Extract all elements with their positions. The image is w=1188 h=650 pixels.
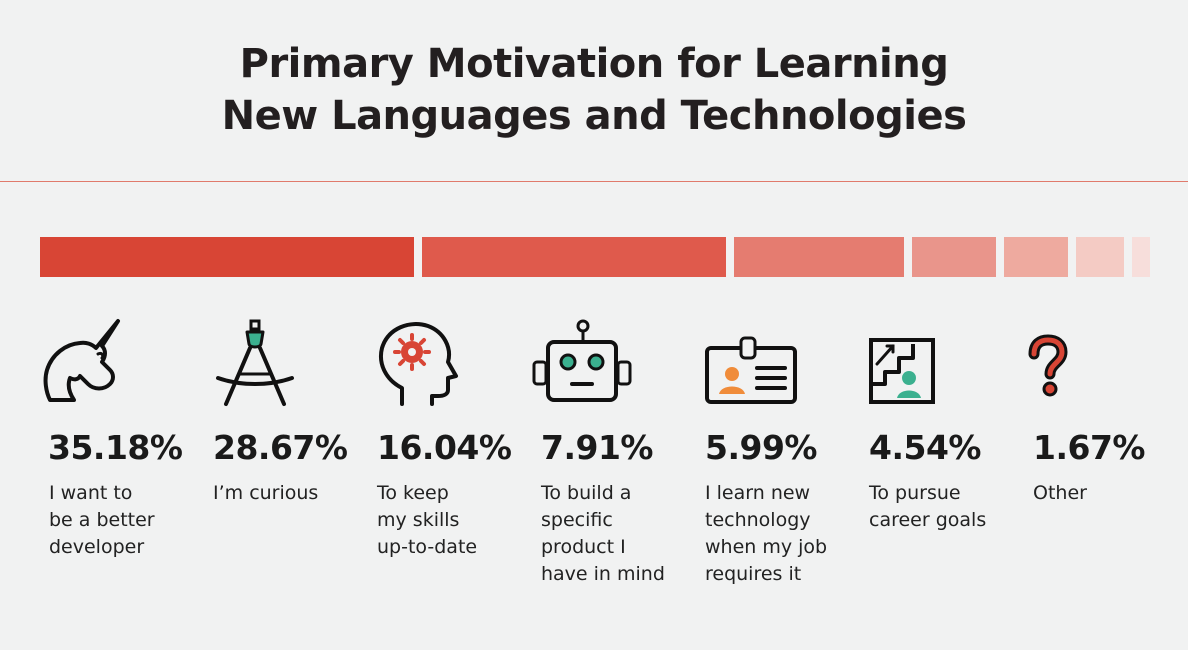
value-job-requires: 5.99% <box>705 428 818 467</box>
label-line: I’m curious <box>213 482 319 504</box>
bar-segment-1 <box>40 237 414 277</box>
robot-icon <box>532 318 632 408</box>
value-better-developer: 35.18% <box>48 428 183 467</box>
label-line: developer <box>49 536 145 558</box>
label-career-goals: To pursue career goals <box>869 480 1019 534</box>
label-line: To pursue <box>869 482 961 504</box>
label-line: be a better <box>49 509 155 531</box>
unicorn-icon <box>40 318 130 408</box>
label-line: Other <box>1033 482 1087 504</box>
value-curious: 28.67% <box>213 428 348 467</box>
label-job-requires: I learn new technology when my job requi… <box>705 480 855 588</box>
label-curious: I’m curious <box>213 480 363 507</box>
career-stairs-icon <box>867 318 957 408</box>
question-mark-icon <box>1012 318 1102 408</box>
label-better-developer: I want to be a better developer <box>49 480 199 561</box>
title-divider <box>0 181 1188 182</box>
chart-title-line-2: New Languages and Technologies <box>221 93 967 139</box>
label-line: To keep <box>377 482 449 504</box>
id-badge-icon <box>705 318 797 408</box>
label-line: To build a <box>541 482 632 504</box>
label-line: I want to <box>49 482 133 504</box>
value-other: 1.67% <box>1033 428 1146 467</box>
value-skills-up-to-date: 16.04% <box>377 428 512 467</box>
label-specific-product: To build a specific product I have in mi… <box>541 480 691 588</box>
bar-segment-7 <box>1132 237 1150 277</box>
label-skills-up-to-date: To keep my skills up-to-date <box>377 480 527 561</box>
label-line: have in mind <box>541 563 665 585</box>
label-line: requires it <box>705 563 802 585</box>
stacked-bar <box>40 237 1150 277</box>
label-other: Other <box>1033 480 1183 507</box>
label-line: technology <box>705 509 811 531</box>
label-line: product I <box>541 536 626 558</box>
label-line: my skills <box>377 509 460 531</box>
bar-segment-3 <box>734 237 905 277</box>
compass-icon <box>210 318 300 408</box>
label-line: when my job <box>705 536 828 558</box>
bar-segment-6 <box>1076 237 1125 277</box>
head-gear-icon <box>372 318 462 408</box>
label-line: specific <box>541 509 613 531</box>
bar-segment-2 <box>421 237 727 277</box>
value-career-goals: 4.54% <box>869 428 982 467</box>
value-specific-product: 7.91% <box>541 428 654 467</box>
label-line: career goals <box>869 509 987 531</box>
chart-title: Primary Motivation for Learning New Lang… <box>0 38 1188 142</box>
label-line: I learn new <box>705 482 811 504</box>
bar-segment-4 <box>912 237 997 277</box>
label-line: up-to-date <box>377 536 478 558</box>
chart-title-line-1: Primary Motivation for Learning <box>239 41 949 87</box>
bar-segment-5 <box>1004 237 1069 277</box>
